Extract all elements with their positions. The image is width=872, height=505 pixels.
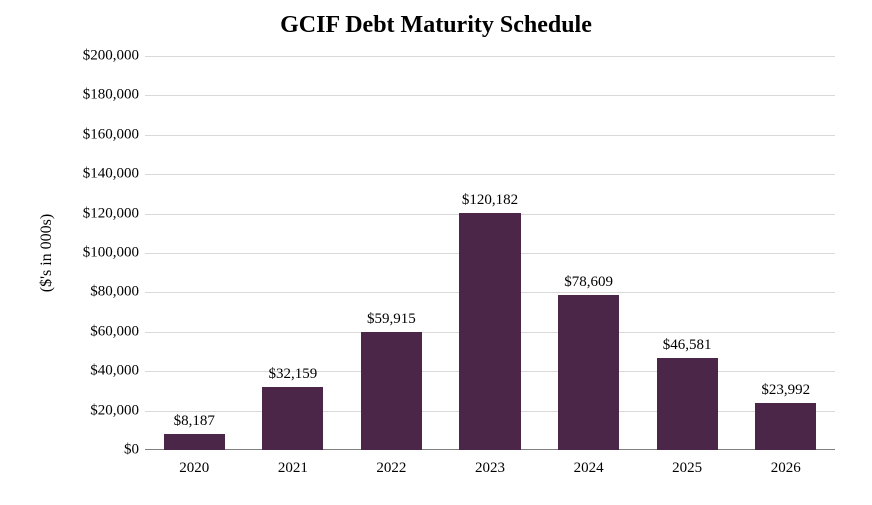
y-tick-label: $160,000 xyxy=(59,126,139,143)
bar-value-label: $32,159 xyxy=(268,366,317,383)
bar xyxy=(755,403,816,450)
y-tick-label: $100,000 xyxy=(59,245,139,262)
y-tick-label: $0 xyxy=(59,442,139,459)
bar-value-label: $46,581 xyxy=(663,337,712,354)
y-axis-label: ($'s in 000s) xyxy=(38,213,56,291)
y-tick-label: $200,000 xyxy=(59,48,139,65)
x-tick-label: 2026 xyxy=(771,460,801,477)
bar xyxy=(459,213,520,450)
bar xyxy=(558,295,619,450)
y-tick-label: $140,000 xyxy=(59,166,139,183)
gridline xyxy=(145,174,835,175)
x-tick-label: 2024 xyxy=(574,460,604,477)
bar xyxy=(262,387,323,450)
chart-title: GCIF Debt Maturity Schedule xyxy=(0,12,872,39)
debt-maturity-chart: GCIF Debt Maturity Schedule ($'s in 000s… xyxy=(0,0,872,505)
bar-value-label: $59,915 xyxy=(367,311,416,328)
bar xyxy=(361,332,422,450)
x-tick-label: 2020 xyxy=(179,460,209,477)
y-tick-label: $20,000 xyxy=(59,402,139,419)
gridline xyxy=(145,135,835,136)
gridline xyxy=(145,95,835,96)
x-tick-label: 2021 xyxy=(278,460,308,477)
y-tick-label: $60,000 xyxy=(59,323,139,340)
x-tick-label: 2025 xyxy=(672,460,702,477)
bar-value-label: $23,992 xyxy=(761,382,810,399)
bar-value-label: $120,182 xyxy=(462,192,518,209)
y-tick-label: $40,000 xyxy=(59,363,139,380)
y-tick-label: $120,000 xyxy=(59,205,139,222)
x-tick-label: 2022 xyxy=(376,460,406,477)
bar xyxy=(164,434,225,450)
y-tick-label: $80,000 xyxy=(59,284,139,301)
bar-value-label: $8,187 xyxy=(174,413,215,430)
x-tick-label: 2023 xyxy=(475,460,505,477)
bar xyxy=(657,358,718,450)
plot-area: $0$20,000$40,000$60,000$80,000$100,000$1… xyxy=(145,56,835,450)
gridline xyxy=(145,56,835,57)
bar-value-label: $78,609 xyxy=(564,274,613,291)
y-tick-label: $180,000 xyxy=(59,87,139,104)
